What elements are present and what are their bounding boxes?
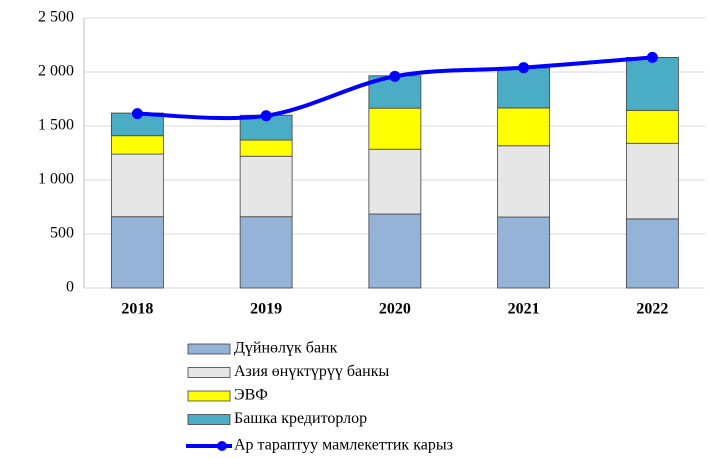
bar-segment xyxy=(497,107,551,147)
legend-label: Азия өнүктүрүү банкы xyxy=(234,363,389,380)
bar-segment xyxy=(110,153,164,218)
legend-swatch xyxy=(187,367,231,378)
bar-segment xyxy=(625,57,679,111)
legend-label: ЭВФ xyxy=(234,387,268,404)
line-marker xyxy=(518,62,530,74)
x-tick-label: 2019 xyxy=(250,301,282,318)
legend-swatch xyxy=(187,414,231,425)
bar-segment xyxy=(625,142,679,220)
y-tick-label: 0 xyxy=(66,279,74,296)
bar-segment xyxy=(368,107,422,150)
bar-segment xyxy=(625,109,679,144)
x-tick-label: 2018 xyxy=(121,301,153,318)
line-marker xyxy=(260,110,272,122)
x-tick-label: 2021 xyxy=(508,301,540,318)
line-marker xyxy=(389,70,401,82)
bar-segment xyxy=(239,216,293,289)
legend-swatch xyxy=(187,390,231,402)
y-tick-label: 2 500 xyxy=(38,9,74,26)
y-tick-label: 500 xyxy=(50,225,74,242)
bar-segment xyxy=(368,213,422,289)
x-tick-label: 2022 xyxy=(636,301,668,318)
x-tick-label: 2020 xyxy=(379,301,411,318)
bar-segment xyxy=(239,155,293,218)
bar-segment xyxy=(110,216,164,289)
bar-segment xyxy=(497,67,551,109)
bar-segment xyxy=(368,148,422,215)
y-tick-label: 1 500 xyxy=(38,117,74,134)
legend-label: Башка кредиторлор xyxy=(234,410,367,427)
bar-segment xyxy=(110,135,164,155)
bar-segment xyxy=(625,218,679,289)
bar-segment xyxy=(497,145,551,218)
bar-segment xyxy=(239,139,293,157)
y-tick-label: 2 000 xyxy=(38,63,74,80)
legend-marker xyxy=(217,441,227,451)
legend-label: Ар тараптуу мамлекеттик карыз xyxy=(234,437,453,454)
y-tick-label: 1 000 xyxy=(38,171,74,188)
line-marker xyxy=(646,51,658,63)
legend-swatch xyxy=(187,343,231,355)
legend-label: Дүйнөлүк банк xyxy=(234,340,338,357)
bar-segment xyxy=(497,216,551,289)
line-marker xyxy=(131,108,143,120)
